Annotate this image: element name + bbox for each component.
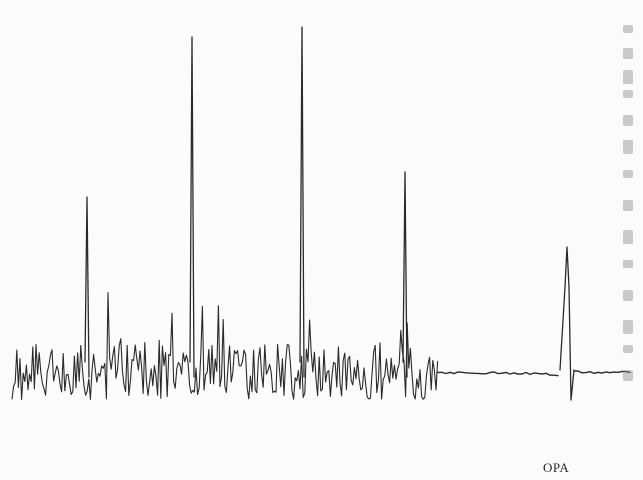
flat-trace-1 xyxy=(437,371,559,377)
bleed-mark xyxy=(623,48,633,59)
trace-layer xyxy=(11,26,631,401)
flat-trace-2 xyxy=(573,370,631,375)
bleed-mark xyxy=(623,290,633,301)
noise-trace xyxy=(11,291,439,401)
bleed-mark xyxy=(623,260,633,268)
bleed-mark xyxy=(623,90,633,98)
bleed-mark xyxy=(623,345,633,353)
bleed-mark xyxy=(623,170,633,178)
peak-2 xyxy=(189,36,195,378)
bleed-mark xyxy=(623,140,633,154)
bleed-mark xyxy=(623,70,633,84)
peak-3 xyxy=(299,26,305,378)
opa-annotation-label: OPA xyxy=(543,460,570,475)
peak-1 xyxy=(84,196,90,378)
peak-5 xyxy=(559,246,575,401)
page-edge-bleed-through xyxy=(619,20,643,400)
peak-4 xyxy=(402,171,408,378)
bleed-mark xyxy=(623,320,633,334)
bleed-mark xyxy=(623,370,633,381)
bleed-mark xyxy=(623,200,633,211)
bleed-mark xyxy=(623,25,633,33)
bleed-mark xyxy=(623,115,633,126)
bleed-mark xyxy=(623,230,633,244)
